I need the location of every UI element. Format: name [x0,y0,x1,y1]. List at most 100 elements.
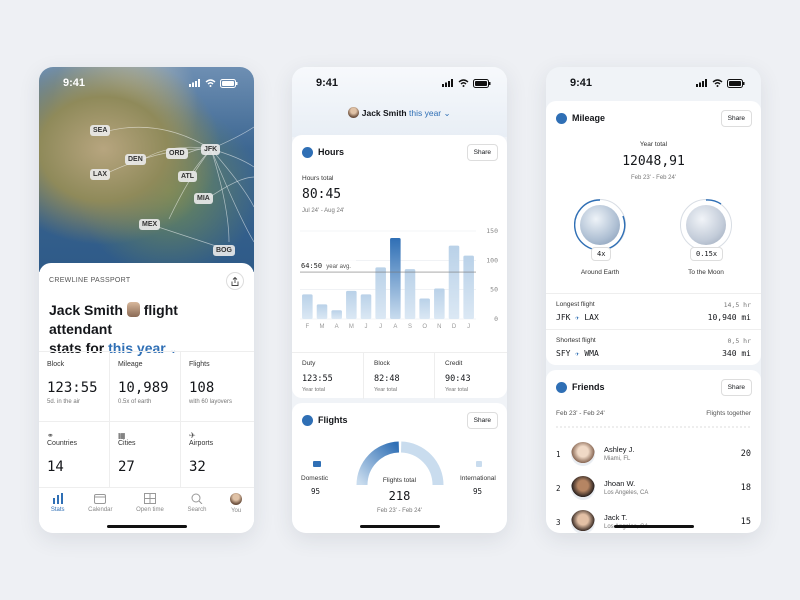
summary-label: Duty [302,360,316,367]
flights-total-label: Flights total [382,477,417,484]
city-label[interactable]: MEX [139,219,161,230]
stat-block[interactable]: Block 123:55 5d. in the air [39,352,110,422]
earth-label: Around Earth [580,269,620,276]
shortest-label: Shortest flight [556,337,596,344]
period-selector[interactable]: this year ⌄ [108,340,177,356]
friend-row[interactable]: 2 Jhoan W. Los Angeles, CA 18 [546,474,761,504]
share-button[interactable]: Share [720,379,752,396]
signal-icon [696,79,707,87]
friend-row[interactable]: 3 Jack T. Los Angeles, CA 15 [546,508,761,533]
domestic-label: Domestic [301,475,329,482]
stat-countries[interactable]: ⚭ Countries 14 [39,422,110,492]
status-bar: 9:41 [292,67,507,99]
x-tick-label: M [320,324,325,330]
stat-cities[interactable]: ▦ Cities 27 [110,422,181,492]
stat-airports[interactable]: ✈ Airports 32 [181,422,254,492]
y-tick-label: 100 [486,256,498,264]
year-total-value: 12048,91 [622,154,685,169]
city-label[interactable]: MIA [194,193,213,204]
friend-row[interactable]: 1 Ashley J. Miami, FL 20 [546,440,761,470]
building-icon: ▦ [118,431,126,440]
friend-rank: 1 [556,450,561,459]
user-period-selector[interactable]: Jack Smith this year ⌄ [292,107,507,119]
share-button[interactable]: Share [720,110,752,127]
city-label[interactable]: ORD [166,148,188,159]
page-title: Jack Smith flight attendant stats for th… [49,301,244,360]
earth-globe-icon [580,205,620,245]
stats-grid: Block 123:55 5d. in the air Mileage 10,9… [39,351,254,492]
plane-icon: ✈ [575,350,580,358]
tab-open-time[interactable]: Open time [136,493,164,523]
stat-label: Airports [189,440,214,447]
period-label: this year [108,340,166,356]
stat-value: 10,989 [118,380,169,396]
share-button[interactable] [226,272,244,290]
moon-label: To the Moon [688,269,724,276]
summary-label: Block [374,360,390,367]
bar [302,294,313,319]
shortest-flight-row[interactable]: Shortest flight 0,5 hr SFY ✈ WMA 340 mi [546,329,761,363]
city-label[interactable]: ATL [178,171,198,182]
city-label[interactable]: DEN [125,154,146,165]
summary-block[interactable]: Block 82:48 Year total [363,353,433,399]
panel-title: Hours [318,147,345,157]
stat-sub: with 60 layovers [189,399,233,405]
earth-orb[interactable] [574,199,626,251]
chevron-down-icon: ⌄ [169,345,178,355]
tab-you[interactable]: You [230,493,243,523]
tab-search[interactable]: Search [187,493,206,523]
plane-icon [302,415,313,426]
y-tick-label: 150 [486,227,498,235]
international-value: 95 [473,487,483,496]
moon-orb[interactable] [680,199,732,251]
airport-icon: ✈ [189,431,196,440]
city-label[interactable]: JFK [201,144,221,155]
longest-flight-row[interactable]: Longest flight 14,5 hr JFK ✈ LAX 10,940 … [546,293,761,327]
tab-stats[interactable]: Stats [51,493,65,523]
home-indicator [614,525,694,528]
passport-label: CREWLINE PASSPORT [49,277,131,284]
bar-chart-icon [52,493,63,504]
x-tick-label: S [408,324,412,330]
friends-icon [556,382,567,393]
share-button[interactable]: Share [466,144,498,161]
hours-bar-chart[interactable]: 0 50 100 150 F M A M J J A S O N D J 64:50 year avg. [300,225,500,337]
city-label[interactable]: BOG [213,245,235,256]
stat-mileage[interactable]: Mileage 10,989 0.5x of earth [110,352,181,422]
year-total-label: Year total [639,141,668,148]
summary-value: 82:48 [374,374,400,384]
stat-flights[interactable]: Flights 108 with 60 layovers [181,352,254,422]
signal-icon [442,79,453,87]
stat-value: 27 [118,459,135,475]
tab-calendar[interactable]: Calendar [88,493,113,523]
friends-range: Feb 23' - Feb 24' [556,410,605,417]
domestic-value: 95 [311,487,321,496]
route-map[interactable]: SEA ORD JFK DEN LAX ATL MIA MEX BOG [39,67,254,272]
bar [316,304,328,319]
stat-label: Cities [118,440,136,447]
summary-duty[interactable]: Duty 123:55 Year total [292,360,362,393]
summary-credit[interactable]: Credit 90:43 Year total [434,353,504,399]
stat-sub: 5d. in the air [47,399,81,405]
share-button[interactable]: Share [466,412,498,429]
wifi-icon [712,79,723,87]
user-name: Jack Smith [361,108,407,118]
domestic-legend-swatch [313,461,321,467]
hours-panel: Hours Share Hours total 80:45 Jul 24' - … [292,135,507,399]
friends-panel: Friends Share Feb 23' - Feb 24' Flights … [546,370,761,533]
average-label-bg [300,260,356,271]
domestic-arc [356,441,400,486]
mileage-panel: Mileage Share Year total 12048,91 Feb 23… [546,101,761,365]
friend-rank: 2 [556,484,561,493]
summary-value: 123:55 [302,374,333,384]
moon-progress-ring [705,199,722,205]
header-background [292,67,507,137]
flights-gauge[interactable] [356,439,444,489]
moon-multiplier: 0.15x [690,247,724,261]
status-bar: 9:41 [39,67,254,99]
friend-name: Ashley J. [604,445,635,454]
city-label[interactable]: LAX [90,169,110,180]
city-label[interactable]: SEA [90,125,111,136]
friend-name: Jhoan W. [604,479,636,488]
flights-total-value: 218 [388,489,411,503]
